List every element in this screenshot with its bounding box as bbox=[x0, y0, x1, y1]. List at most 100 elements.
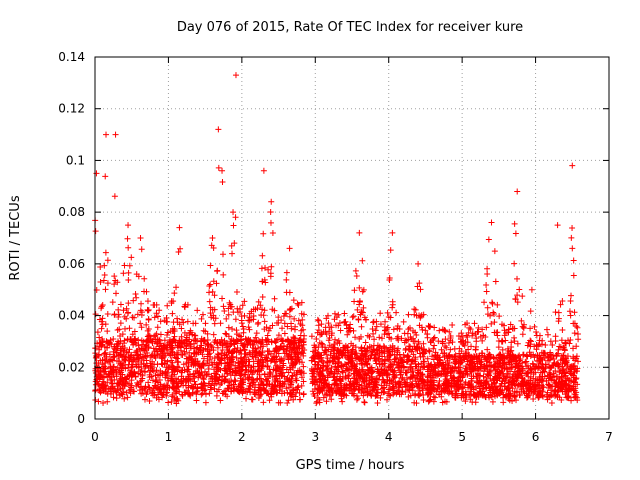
data-point bbox=[283, 276, 290, 283]
data-point bbox=[371, 336, 378, 343]
data-point bbox=[361, 314, 368, 321]
data-point bbox=[200, 327, 207, 334]
data-point bbox=[333, 322, 340, 329]
data-point bbox=[554, 382, 561, 389]
data-point bbox=[479, 326, 486, 333]
data-point bbox=[200, 360, 207, 367]
data-point bbox=[363, 376, 370, 383]
data-point bbox=[484, 304, 491, 311]
data-point bbox=[354, 369, 361, 376]
data-point bbox=[193, 389, 200, 396]
data-point bbox=[133, 271, 140, 278]
data-point bbox=[422, 327, 429, 334]
data-point bbox=[444, 357, 451, 364]
data-point bbox=[215, 126, 222, 133]
data-point bbox=[411, 306, 418, 313]
data-point bbox=[112, 346, 119, 353]
data-point bbox=[439, 399, 446, 406]
data-point bbox=[189, 385, 196, 392]
data-point bbox=[406, 343, 413, 350]
data-point bbox=[358, 323, 365, 330]
data-point bbox=[352, 365, 359, 372]
data-point bbox=[102, 286, 109, 293]
data-point bbox=[367, 390, 374, 397]
data-point bbox=[299, 316, 306, 323]
data-point bbox=[126, 371, 133, 378]
data-point bbox=[281, 320, 288, 327]
data-point bbox=[406, 387, 413, 394]
data-point bbox=[425, 322, 432, 329]
data-point bbox=[174, 358, 181, 365]
data-point bbox=[260, 343, 267, 350]
data-point bbox=[313, 400, 320, 407]
x-axis-title: GPS time / hours bbox=[296, 458, 405, 473]
data-point bbox=[414, 383, 421, 390]
data-point bbox=[504, 366, 511, 373]
data-point bbox=[573, 353, 580, 360]
data-point bbox=[420, 378, 427, 385]
data-point bbox=[468, 368, 475, 375]
data-point bbox=[254, 368, 261, 375]
data-point bbox=[132, 349, 139, 356]
data-point bbox=[127, 336, 134, 343]
data-point bbox=[169, 345, 176, 352]
data-point bbox=[483, 355, 490, 362]
data-point bbox=[536, 394, 543, 401]
data-point bbox=[319, 384, 326, 391]
data-point bbox=[397, 355, 404, 362]
data-point bbox=[136, 387, 143, 394]
data-point bbox=[359, 288, 366, 295]
data-point bbox=[231, 240, 238, 247]
data-point bbox=[424, 331, 431, 338]
data-point bbox=[547, 349, 554, 356]
data-point bbox=[487, 312, 494, 319]
data-point bbox=[445, 362, 452, 369]
data-point bbox=[284, 323, 291, 330]
data-point bbox=[571, 309, 578, 316]
data-point bbox=[375, 370, 382, 377]
data-point bbox=[432, 394, 439, 401]
data-point bbox=[263, 341, 270, 348]
data-point bbox=[515, 381, 522, 388]
data-point bbox=[464, 382, 471, 389]
data-point bbox=[164, 332, 171, 339]
data-point bbox=[300, 311, 307, 318]
data-point bbox=[101, 272, 108, 279]
data-point bbox=[187, 344, 194, 351]
data-point bbox=[232, 378, 239, 385]
data-point bbox=[474, 329, 481, 336]
data-point bbox=[543, 377, 550, 384]
data-point bbox=[488, 394, 495, 401]
data-point bbox=[100, 384, 107, 391]
data-point bbox=[426, 323, 433, 330]
data-point bbox=[384, 372, 391, 379]
data-point bbox=[281, 390, 288, 397]
data-point bbox=[376, 369, 383, 376]
data-point bbox=[455, 332, 462, 339]
data-point bbox=[164, 329, 171, 336]
data-point bbox=[449, 390, 456, 397]
data-point bbox=[419, 326, 426, 333]
data-point bbox=[218, 350, 225, 357]
data-point bbox=[147, 360, 154, 367]
data-point bbox=[142, 396, 148, 403]
data-point bbox=[267, 209, 274, 216]
data-point bbox=[182, 351, 189, 358]
data-point bbox=[548, 400, 555, 406]
data-point bbox=[163, 318, 170, 325]
data-point bbox=[186, 371, 193, 378]
data-point bbox=[271, 295, 278, 302]
data-point bbox=[453, 358, 460, 365]
data-point bbox=[250, 358, 257, 365]
data-point bbox=[409, 366, 416, 373]
data-point bbox=[137, 235, 144, 241]
data-point bbox=[98, 325, 105, 332]
data-point bbox=[117, 320, 124, 327]
data-point bbox=[178, 369, 185, 376]
data-point bbox=[512, 382, 519, 389]
data-point bbox=[183, 342, 190, 349]
data-point bbox=[225, 379, 232, 386]
y-tick-label: 0.12 bbox=[58, 102, 85, 116]
data-point bbox=[425, 347, 432, 354]
data-point bbox=[286, 313, 293, 320]
